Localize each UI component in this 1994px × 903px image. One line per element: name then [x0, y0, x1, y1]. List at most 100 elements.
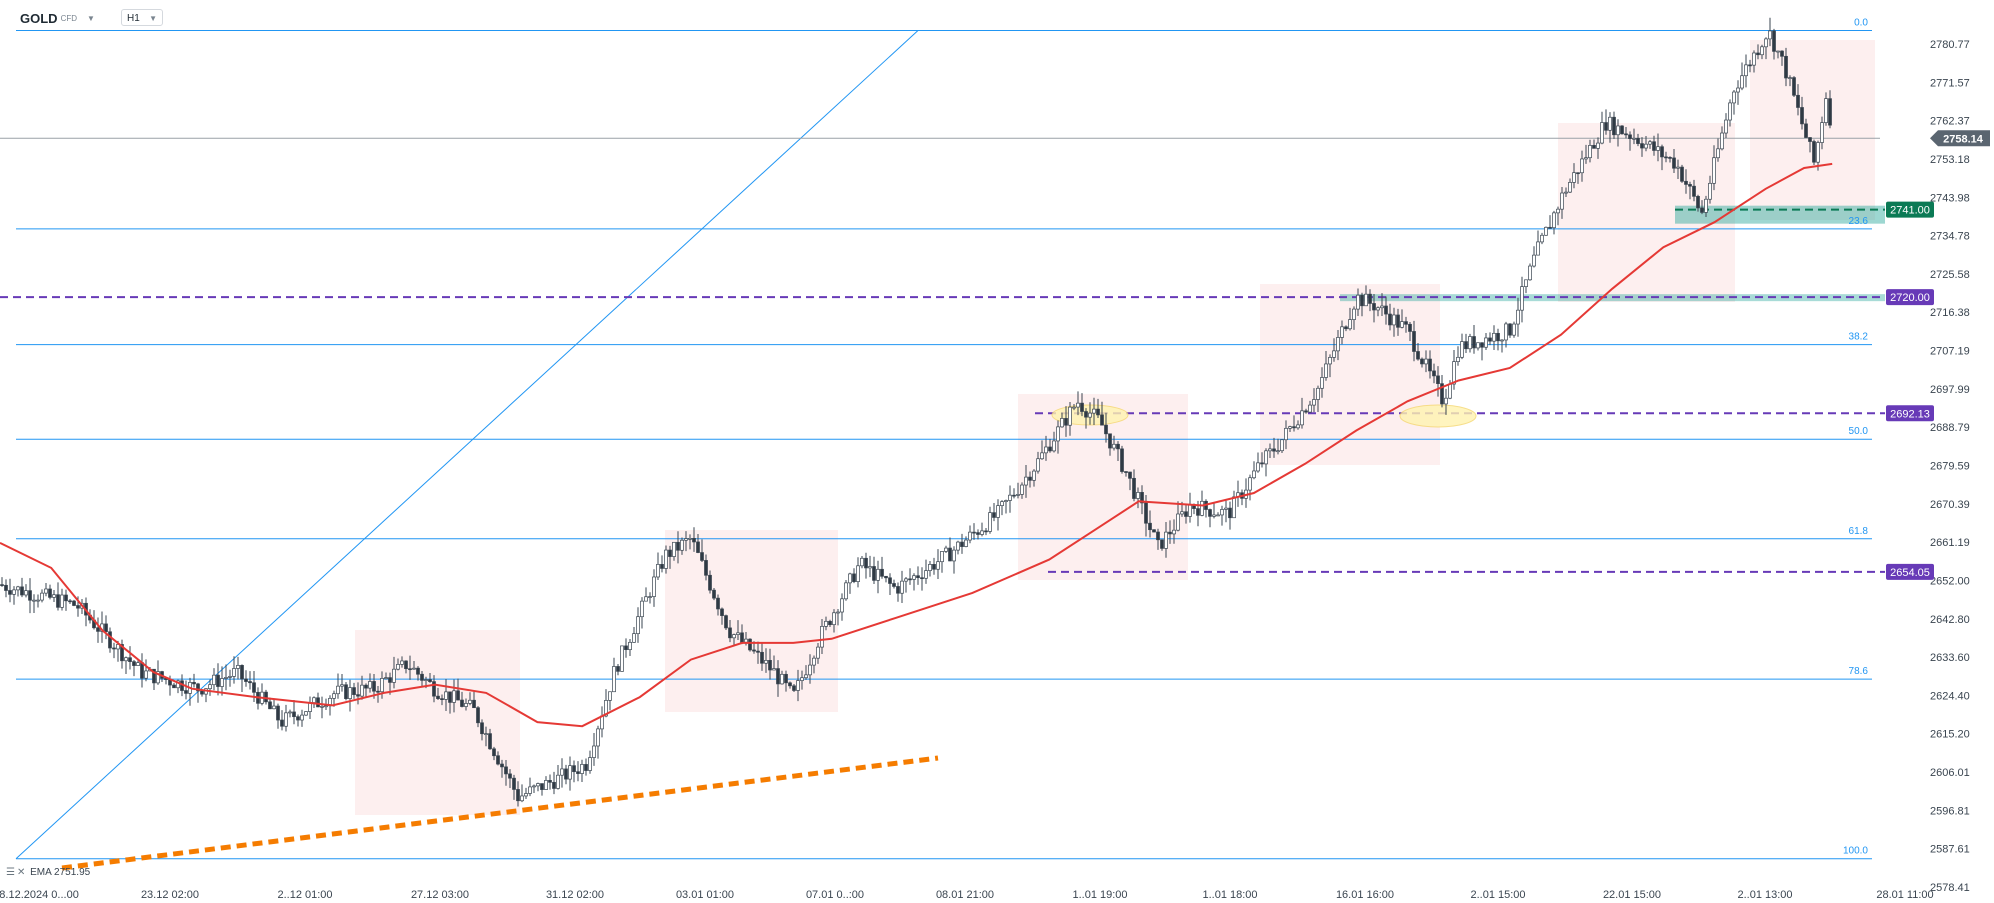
candle-body — [352, 687, 356, 695]
y-axis-tick-label: 2578.41 — [1930, 882, 1970, 894]
candle-body — [444, 691, 448, 700]
candle-body — [1344, 326, 1348, 330]
symbol-selector[interactable]: GOLD CFD ▼ — [20, 11, 95, 26]
candle-body — [1320, 377, 1324, 389]
candle-body — [672, 541, 676, 557]
candle-body — [624, 645, 628, 651]
candle-body — [1296, 424, 1300, 429]
candle-body — [356, 694, 360, 697]
candle-body — [64, 594, 68, 602]
candle-body — [340, 684, 344, 687]
candle-body — [900, 580, 904, 594]
candle-body — [1388, 313, 1392, 326]
candle-body — [440, 698, 444, 700]
candle-body — [1416, 351, 1420, 360]
candle-body — [692, 538, 696, 543]
y-axis-tick-label: 2670.39 — [1930, 499, 1970, 511]
y-axis-tick-label: 2633.60 — [1930, 652, 1970, 664]
candle-body — [1512, 323, 1516, 336]
candle-body — [588, 757, 592, 771]
candle-body — [1252, 470, 1256, 479]
candle-body — [1740, 75, 1744, 89]
candle-body — [24, 590, 28, 596]
candle-body — [1716, 148, 1720, 159]
candle-body — [1008, 494, 1012, 501]
candle-body — [500, 763, 504, 768]
candle-body — [1684, 180, 1688, 185]
candle-body — [704, 560, 708, 576]
candle-body — [1764, 38, 1768, 48]
candle-body — [864, 557, 868, 569]
candle-body — [1612, 116, 1616, 136]
candle-body — [1552, 212, 1556, 229]
candle-body — [1148, 522, 1152, 531]
candle-body — [1128, 471, 1132, 479]
y-axis-tick-label: 2707.19 — [1930, 346, 1970, 358]
candle-body — [536, 783, 540, 787]
y-axis-tick-label: 2780.77 — [1930, 39, 1970, 51]
candle-body — [1640, 143, 1644, 149]
candle-body — [1796, 94, 1800, 108]
y-axis-tick-label: 2762.37 — [1930, 116, 1970, 128]
candle-body — [1760, 46, 1764, 56]
candle-body — [1404, 321, 1408, 325]
close-icon[interactable]: ✕ — [16, 867, 26, 878]
candle-body — [1688, 184, 1692, 187]
candle-body — [584, 764, 588, 771]
timeframe-selector[interactable]: H1 ▼ — [121, 9, 163, 26]
candle-body — [1336, 337, 1340, 352]
candle-body — [460, 699, 464, 707]
candle-body — [196, 683, 200, 692]
candle-body — [488, 733, 492, 750]
current-price-tag-label: 2758.14 — [1943, 133, 1984, 145]
indicator-legend[interactable]: ☰ ✕ EMA 2751.95 — [6, 867, 90, 878]
candle-body — [412, 667, 416, 670]
candle-body — [528, 786, 532, 794]
candle-body — [836, 611, 840, 614]
candle-body — [1352, 308, 1356, 320]
candle-body — [764, 660, 768, 664]
fib-level-label: 23.6 — [1849, 216, 1869, 227]
chart-toolbar: GOLD CFD ▼ H1 ▼ — [0, 0, 1994, 36]
candle-body — [648, 596, 652, 598]
candle-body — [324, 705, 328, 708]
x-axis-tick-label: 1..01 19:00 — [1072, 889, 1127, 901]
candle-body — [212, 674, 216, 686]
candle-body — [976, 532, 980, 535]
candle-body — [1312, 399, 1316, 406]
candle-body — [948, 547, 952, 562]
settings-icon[interactable]: ☰ — [6, 867, 15, 878]
price-level-tag — [1886, 563, 1934, 580]
candle-body — [1636, 137, 1640, 144]
candle-body — [184, 690, 188, 694]
candle-body — [1328, 357, 1332, 365]
candle-body — [928, 564, 932, 571]
candle-body — [44, 588, 48, 594]
candle-body — [1168, 531, 1172, 535]
y-axis-tick-label: 2624.40 — [1930, 690, 1970, 702]
candle-body — [140, 662, 144, 679]
candle-body — [492, 748, 496, 757]
candle-body — [1288, 426, 1292, 429]
x-axis-tick-label: 07.01 0..:00 — [806, 889, 864, 901]
candle-body — [1820, 122, 1824, 143]
candle-body — [1300, 410, 1304, 426]
candle-body — [736, 632, 740, 635]
candle-body — [1124, 471, 1128, 473]
candle-body — [268, 701, 272, 710]
candle-body — [1604, 122, 1608, 131]
candle-body — [1044, 446, 1048, 454]
y-axis-tick-label: 2734.78 — [1930, 231, 1970, 243]
candle-body — [120, 644, 124, 662]
candle-body — [1132, 477, 1136, 499]
y-axis-tick-label: 2753.18 — [1930, 154, 1970, 166]
y-axis-tick-label: 2596.81 — [1930, 805, 1970, 817]
candle-body — [960, 541, 964, 547]
candle-body — [316, 697, 320, 708]
candle-body — [860, 557, 864, 567]
candle-body — [416, 667, 420, 675]
candle-body — [1332, 350, 1336, 358]
chevron-down-icon[interactable]: ▼ — [87, 14, 95, 23]
candle-body — [512, 777, 516, 790]
